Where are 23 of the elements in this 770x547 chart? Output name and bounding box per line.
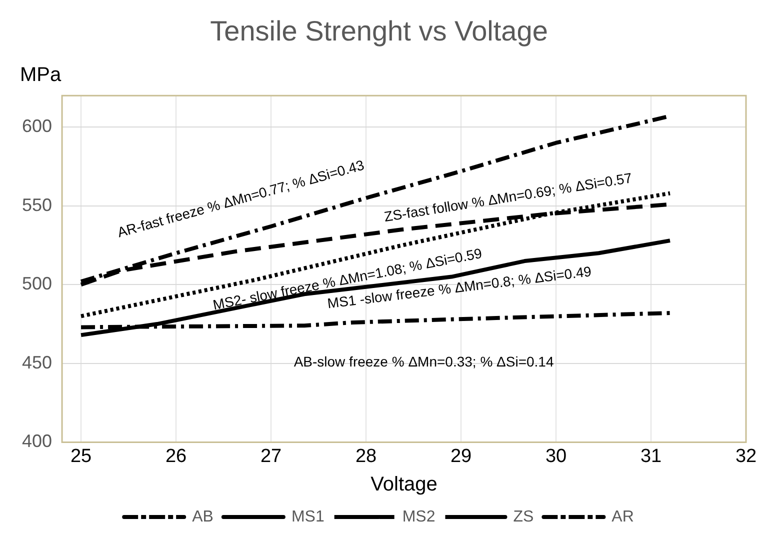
x-tick-label: 29 <box>450 446 472 467</box>
y-tick-label: 550 <box>22 194 52 215</box>
legend-label: MS1 <box>291 508 324 526</box>
x-tick-label: 28 <box>355 446 377 467</box>
annotation: AB-slow freeze % ΔMn=0.33; % ΔSi=0.14 <box>294 354 554 370</box>
y-tick-label: 450 <box>22 352 52 372</box>
legend-label: AB <box>192 508 214 526</box>
x-tick-label: 30 <box>545 446 567 467</box>
annotation: ZS-fast follow % ΔMn=0.69; % ΔSi=0.57 <box>382 170 634 225</box>
legend-label: AR <box>612 508 634 526</box>
x-tick-label: 31 <box>640 446 662 467</box>
y-axis-title: MPa <box>20 64 62 86</box>
x-tick-label: 25 <box>70 446 92 467</box>
legend-label: MS2 <box>402 508 436 526</box>
x-axis-title: Voltage <box>370 474 438 496</box>
x-tick-label: 27 <box>260 446 282 467</box>
x-tick-label: 32 <box>735 446 757 467</box>
y-tick-label: 400 <box>22 431 52 452</box>
chart-title: Tensile Strenght vs Voltage <box>210 16 548 47</box>
x-tick-label: 26 <box>165 446 187 467</box>
y-tick-label: 500 <box>22 274 52 294</box>
legend-label: ZS <box>513 508 534 526</box>
y-tick-label: 600 <box>22 116 52 136</box>
